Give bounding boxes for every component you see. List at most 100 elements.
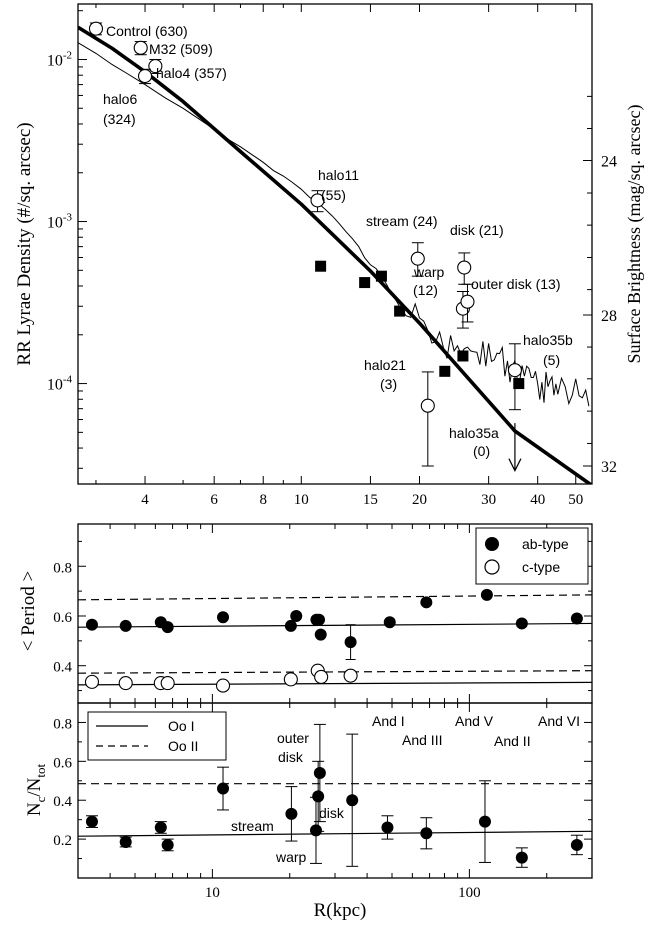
bot-legend-box: [87, 711, 227, 761]
bot-y-tick-label: 0.6: [53, 755, 72, 771]
field-point: [420, 398, 435, 413]
mid-y-tick-label: 0.4: [53, 660, 72, 676]
ab-type-point: [480, 588, 493, 601]
filled-square-point: [513, 378, 525, 390]
top-y2-tick-label: 24: [601, 154, 617, 171]
top-x-tick-label: 30: [481, 492, 496, 508]
fraction-point: [381, 821, 394, 834]
top-y2-tick-label: 28: [601, 308, 617, 325]
bot-legend: Oo I Oo II: [87, 711, 227, 761]
ab-type-point: [85, 618, 98, 631]
mid-legend-box: [475, 527, 589, 585]
annotation-label: warp: [275, 849, 307, 865]
mid-legend: ab-type c-type: [475, 527, 589, 585]
filled-square-point: [315, 260, 327, 272]
annotation-label: And I: [372, 713, 405, 729]
top-x-tick-label: 40: [530, 492, 545, 508]
ab-type-point: [344, 636, 357, 649]
fraction-point: [313, 767, 326, 779]
top-x-tick-label: 15: [363, 492, 378, 508]
annotation-label: (0): [473, 443, 490, 459]
bot-panel-labels: outer disk stream disk warp And I And III And V…: [231, 713, 580, 865]
legend-c-label: c-type: [522, 559, 560, 575]
top-x-tick-label: 4: [141, 492, 149, 508]
field-point: [88, 21, 104, 36]
filled-square-point: [375, 270, 387, 282]
annotation-label: (3): [380, 376, 397, 392]
field-point: [507, 363, 522, 378]
density-model-line: [78, 25, 592, 484]
bot-panel-marks: [85, 723, 583, 868]
filled-square-point: [439, 365, 451, 377]
annotation-label: (12): [413, 282, 438, 298]
ab-type-point: [217, 611, 230, 624]
annotation-label: M32 (509): [149, 41, 213, 57]
surface-brightness-profile: [78, 42, 590, 407]
mid-y-axis-label: < Period >: [18, 571, 39, 652]
top-y-axis-label: RR Lyrae Density (#/sq. arcsec): [14, 122, 35, 365]
fraction-point: [154, 821, 167, 834]
top-panel-axes: 4 6 8 10 15 20 30 40 50 10-2 10-3 10-4 24 28 32: [47, 4, 617, 508]
fraction-point: [515, 851, 528, 864]
annotation-label: stream: [231, 818, 274, 834]
fraction-point: [217, 782, 230, 795]
c-type-point: [283, 672, 298, 687]
fraction-point: [309, 824, 322, 837]
legend-ooi-label: Oo I: [168, 718, 194, 734]
fraction-point: [161, 838, 174, 851]
field-point: [460, 294, 475, 309]
bot-ylabel-sub2: tot: [33, 763, 48, 777]
field-point: [148, 59, 163, 74]
annotation-label: halo4 (357): [156, 65, 227, 81]
top-panel-labels: Control (630) M32 (509) halo4 (357) halo6 (3…: [103, 23, 573, 459]
annotation-label: outer disk (13): [471, 276, 560, 292]
bot-panel-lines: [78, 783, 592, 837]
field-point: [410, 251, 425, 266]
annotation-label: And II: [494, 733, 531, 749]
top-y-tick-label: 10-3: [47, 212, 73, 232]
fraction-point: [478, 815, 491, 828]
c-type-point: [84, 674, 100, 689]
annotation-label: And III: [402, 732, 442, 748]
top-x-tick-label: 10: [294, 492, 309, 508]
top-x-tick-label: 20: [412, 492, 427, 508]
bot-x-axis-label: R(kpc): [314, 900, 367, 921]
ab-type-point: [284, 619, 297, 632]
annotation-label: stream (24): [366, 213, 438, 229]
top-y-tick-label: 10-2: [47, 49, 72, 69]
annotation-label: Control (630): [106, 23, 188, 39]
annotation-label: (55): [321, 187, 346, 203]
bot-x-tick-label: 100: [458, 885, 481, 901]
oo1-reference-line: [78, 830, 592, 837]
c-type-point: [215, 678, 231, 693]
filled-square-point: [457, 350, 469, 362]
fraction-point: [285, 807, 298, 820]
fraction-point: [570, 838, 583, 851]
ab-type-point: [313, 613, 326, 626]
legend-c-marker: [484, 559, 500, 575]
annotation-label: disk: [278, 749, 304, 765]
annotation-label: outer: [277, 730, 309, 746]
bot-ylabel-mid: /N: [24, 777, 45, 796]
fraction-point: [85, 815, 98, 828]
top-panel-marks: [88, 21, 525, 473]
top-x-tick-label: 6: [210, 492, 218, 508]
field-point: [310, 193, 325, 208]
legend-ab-label: ab-type: [522, 536, 569, 552]
annotation-label: And V: [455, 713, 494, 729]
fraction-point: [119, 836, 132, 849]
top-x-tick-label: 8: [259, 492, 267, 508]
fraction-point: [312, 790, 325, 803]
bot-ylabel-main: N: [24, 802, 45, 816]
mid-panel-lines: [78, 594, 592, 686]
ab-type-point: [290, 609, 303, 622]
bot-y-tick-label: 0.8: [53, 716, 72, 732]
bot-panel-axes: 0.2 0.4 0.6 0.8 10 100: [53, 703, 593, 901]
c-type-point: [314, 669, 329, 684]
c-type-point: [118, 676, 133, 691]
annotation-label: disk: [319, 805, 345, 821]
upper-limit-arrow-head: [508, 458, 522, 473]
oo2-reference-line: [78, 594, 592, 601]
ab-type-point: [570, 612, 583, 625]
